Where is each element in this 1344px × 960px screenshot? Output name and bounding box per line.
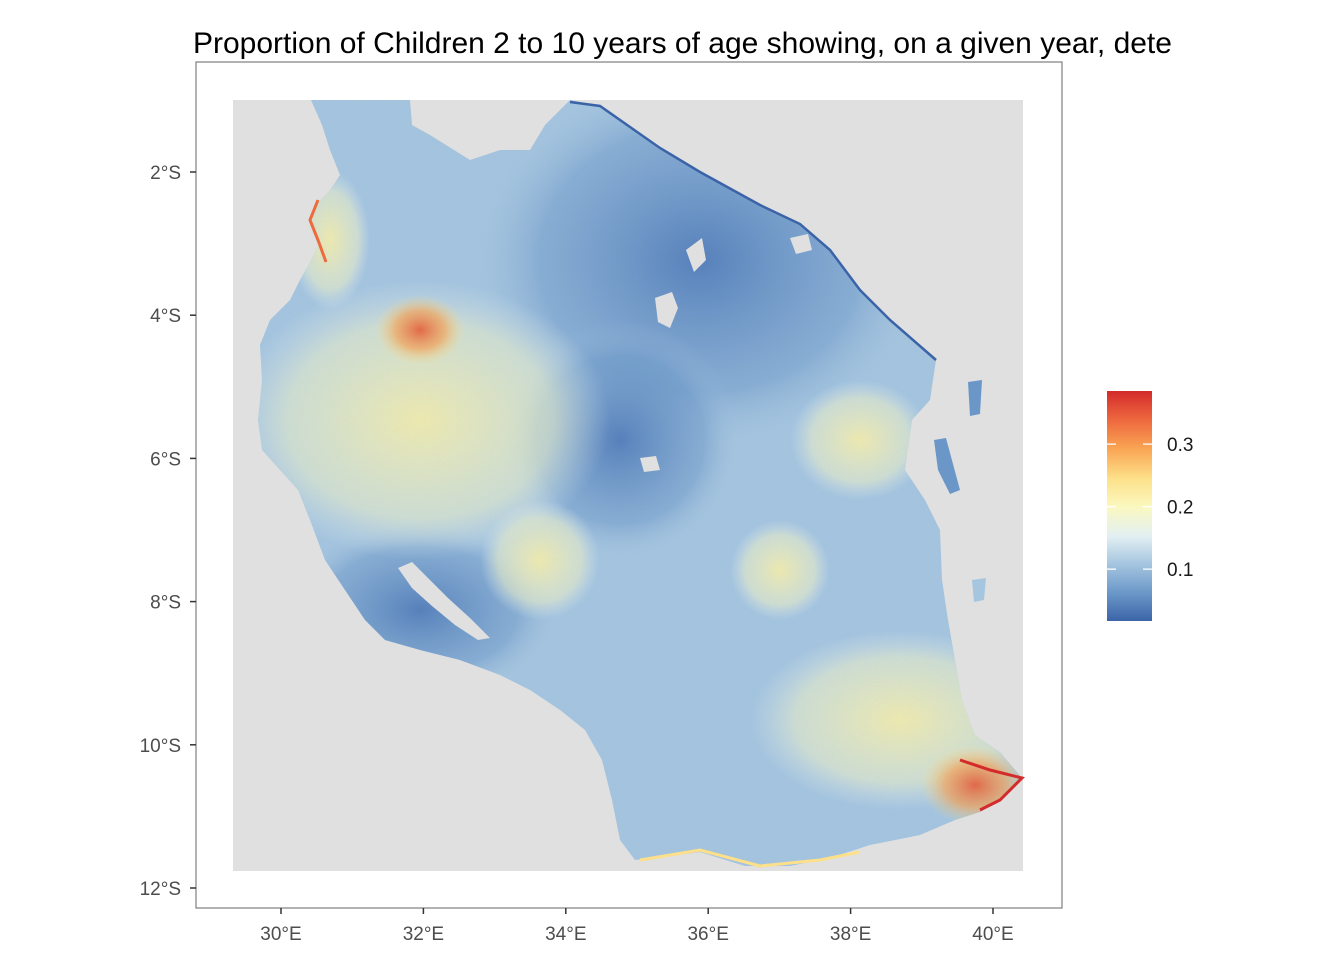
x-tick-label: 34°E: [545, 924, 586, 945]
chart-title: Proportion of Children 2 to 10 years of …: [193, 27, 1172, 60]
x-tick-label: 30°E: [260, 924, 301, 945]
lake-small: [640, 456, 660, 472]
island-zanzibar: [934, 438, 960, 494]
legend-label: 0.1: [1167, 560, 1193, 581]
coast-edge-southeast: [959, 758, 1025, 812]
island-pemba: [968, 380, 982, 416]
y-tick-label: 8°S: [150, 593, 181, 614]
x-tick-label: 36°E: [687, 924, 728, 945]
y-tick-label: 2°S: [150, 163, 181, 184]
coast-edge-northeast: [569, 100, 937, 361]
y-axis: 2°S 4°S 6°S 8°S 10°S 12°S: [140, 163, 196, 900]
lake-manyara: [655, 292, 678, 328]
coast-edge-west: [308, 199, 328, 263]
legend-label: 0.2: [1167, 498, 1193, 519]
island-mafia: [972, 578, 986, 602]
lake-natron: [790, 234, 812, 254]
x-tick-label: 38°E: [830, 924, 871, 945]
y-tick-label: 4°S: [150, 306, 181, 327]
legend-label: 0.3: [1167, 435, 1193, 456]
legend: 0.1 0.2 0.3: [1107, 391, 1193, 621]
lake-rukwa: [398, 562, 490, 640]
coast-edge-south: [639, 848, 861, 868]
x-tick-label: 40°E: [972, 924, 1013, 945]
y-tick-label: 12°S: [140, 879, 181, 900]
lake-eyasi: [686, 238, 706, 272]
x-tick-label: 32°E: [403, 924, 444, 945]
y-tick-label: 10°S: [140, 736, 181, 757]
y-tick-label: 6°S: [150, 449, 181, 470]
x-axis: 30°E 32°E 34°E 36°E 38°E 40°E: [260, 908, 1014, 945]
